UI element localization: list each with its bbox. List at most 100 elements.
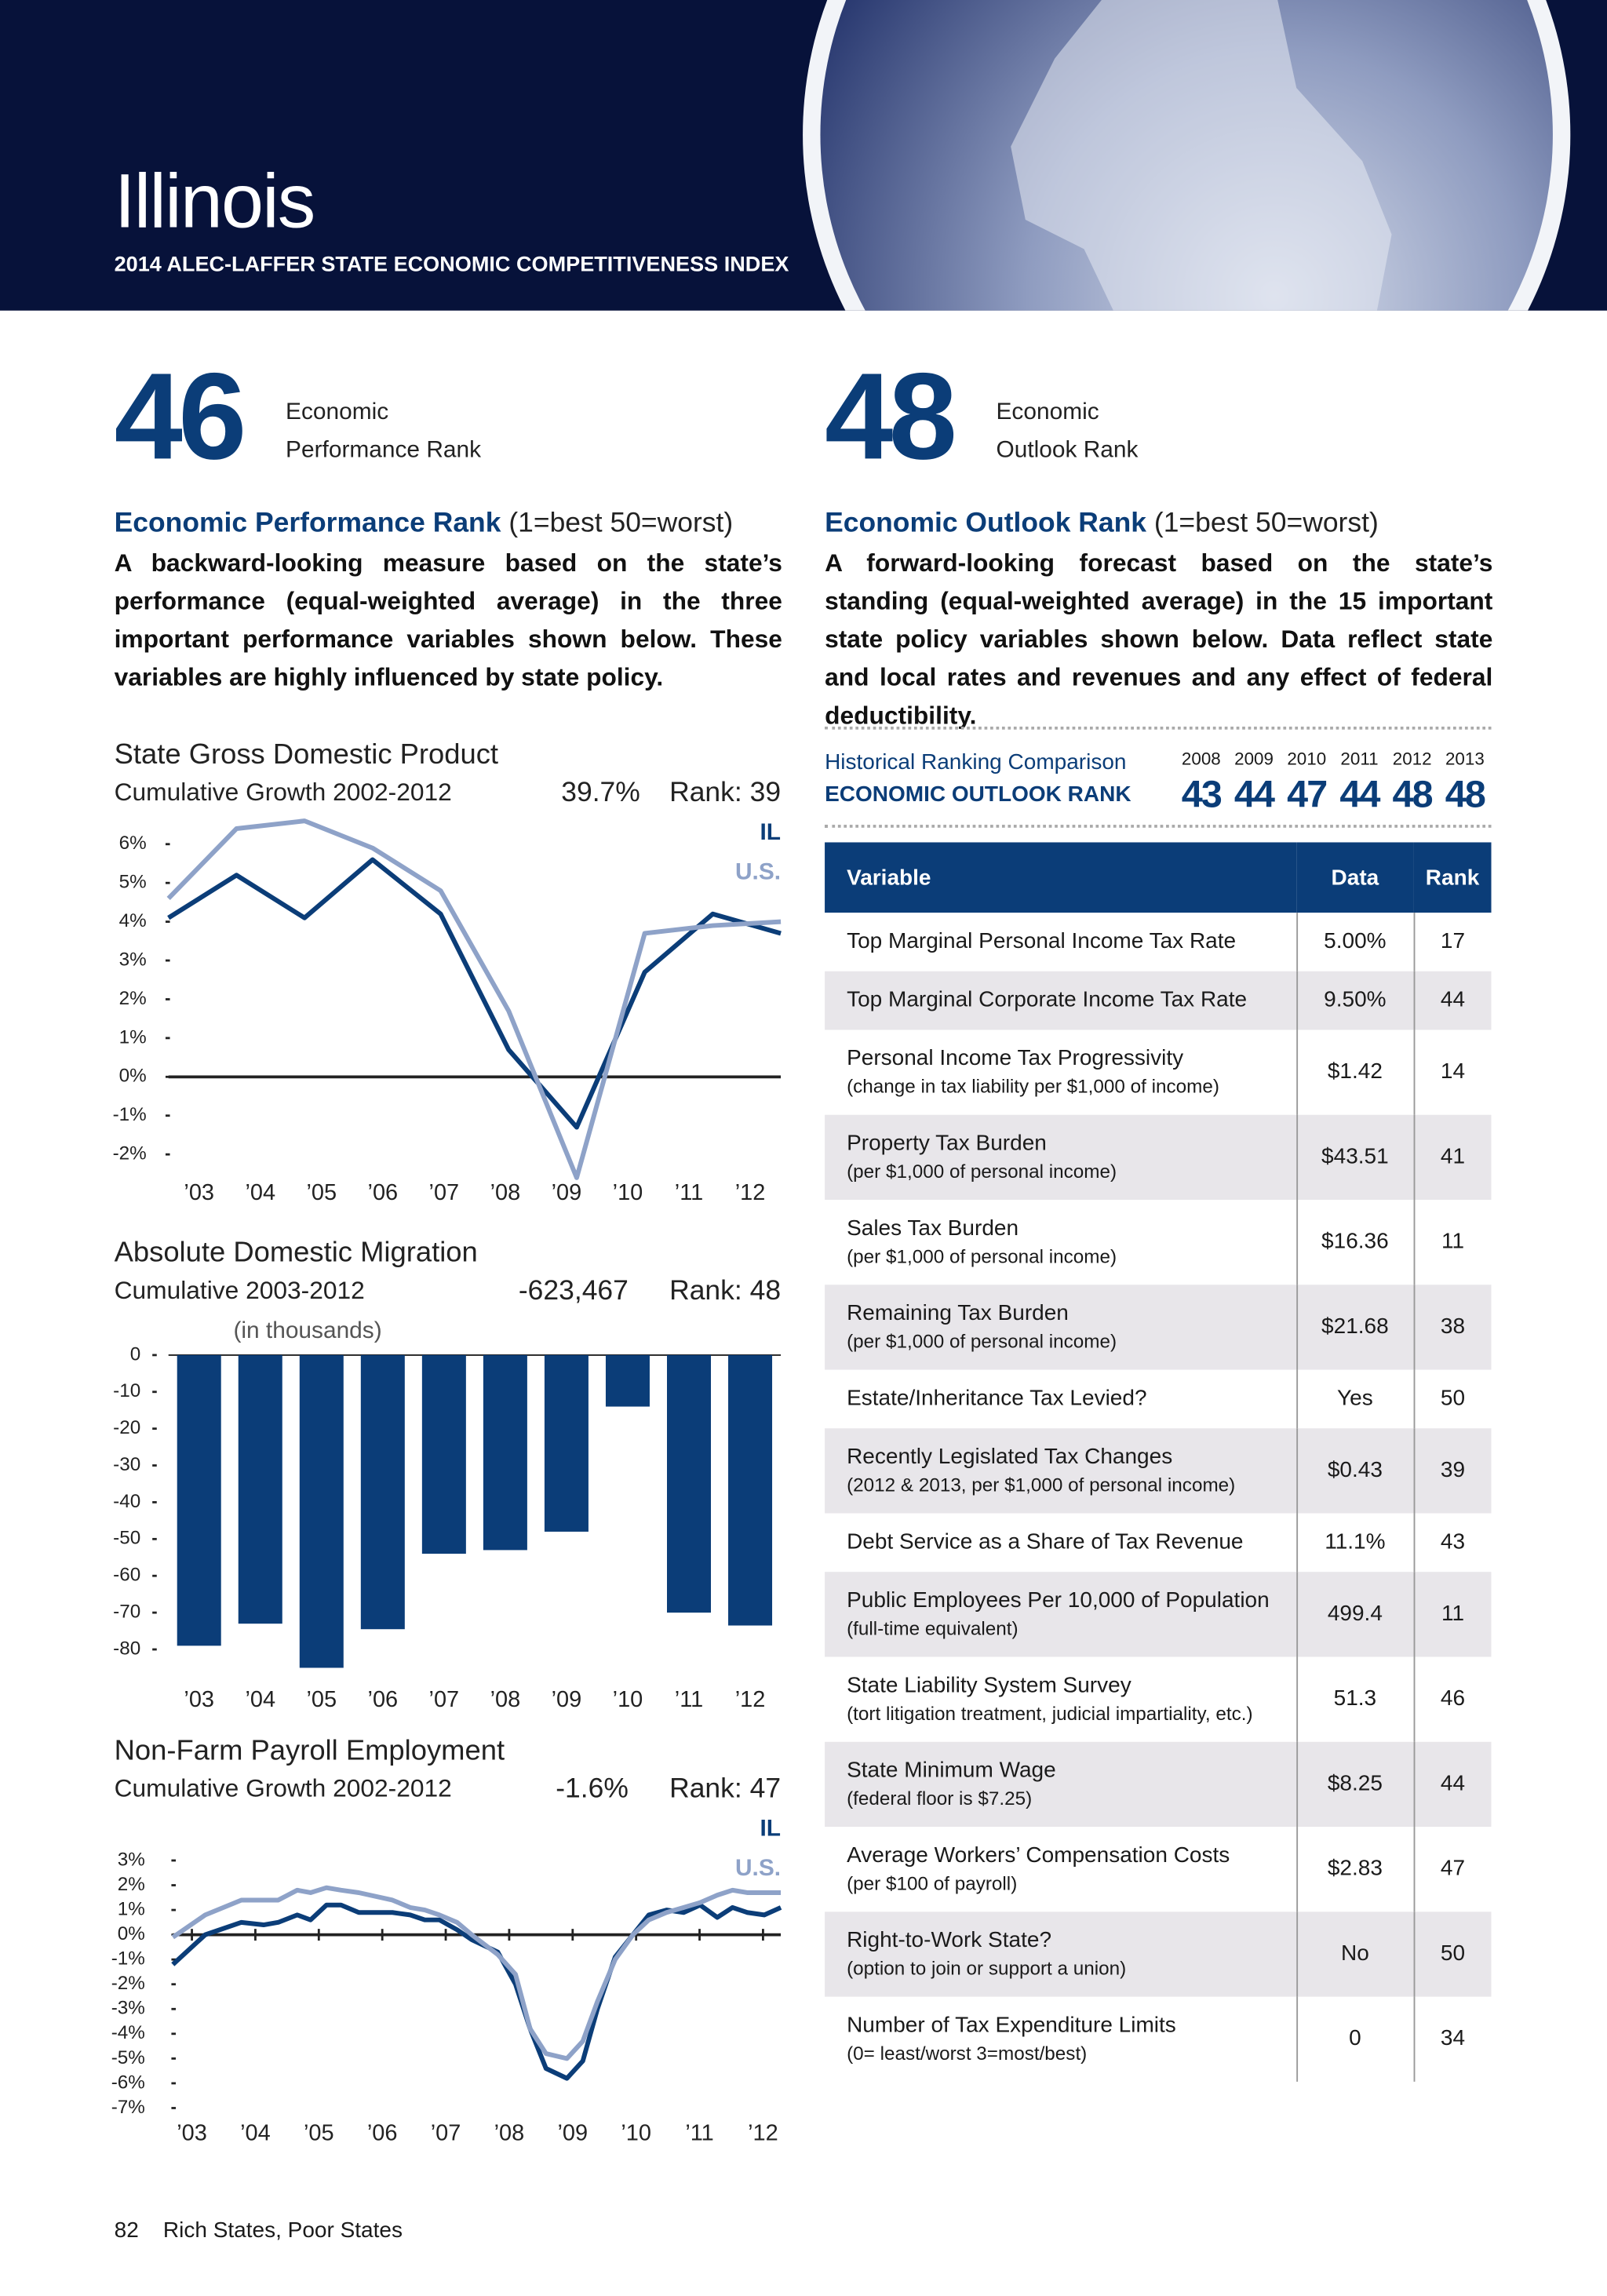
y-tick-label: -7% <box>111 2097 145 2118</box>
description: A forward-looking forecast based on the … <box>825 549 1493 730</box>
data-cell: No <box>1295 1912 1414 1997</box>
variable-note: (per $1,000 of personal income) <box>847 1160 1117 1183</box>
variable-name: Sales Tax Burden <box>847 1215 1019 1241</box>
variable-name: Remaining Tax Burden <box>847 1300 1069 1326</box>
bar <box>421 1354 466 1554</box>
chart-rank: Rank: 48 <box>669 1274 781 1306</box>
table-row: Estate/Inheritance Tax Levied? Yes 50 <box>825 1369 1492 1429</box>
data-cell: 499.4 <box>1295 1572 1414 1657</box>
y-tick-label: -30 <box>113 1454 140 1475</box>
x-tick-label: ’10 <box>613 1687 643 1712</box>
table-row: Personal Income Tax Progressivity (change… <box>825 1030 1492 1115</box>
rank-cell: 46 <box>1412 1656 1492 1742</box>
variable-cell: Number of Tax Expenditure Limits (0= leas… <box>825 1997 1296 2082</box>
x-tick-label: ’10 <box>621 2121 651 2146</box>
chart-subtitle: Cumulative Growth 2002-2012 <box>115 1774 452 1802</box>
y-tick-label: -4% <box>111 2022 145 2043</box>
rank-cell: 14 <box>1412 1030 1492 1115</box>
variable-name: Top Marginal Corporate Income Tax Rate <box>847 987 1248 1013</box>
variable-name: Number of Tax Expenditure Limits <box>847 2013 1176 2038</box>
heading-scale: (1=best 50=worst) <box>508 508 734 540</box>
variable-name: State Minimum Wage <box>847 1758 1056 1784</box>
y-tick-label: -2% <box>111 1973 145 1994</box>
outlook-rank: 48 <box>825 347 957 485</box>
bar <box>728 1354 773 1626</box>
bar <box>177 1354 221 1646</box>
series-line <box>171 1885 782 2061</box>
bar <box>238 1354 282 1624</box>
x-tick-label: ’07 <box>429 1687 460 1712</box>
y-tick-label: 3% <box>119 949 147 970</box>
table-row: Sales Tax Burden (per $1,000 of personal … <box>825 1199 1492 1285</box>
header-art <box>803 0 1571 311</box>
variable-cell: Top Marginal Personal Income Tax Rate <box>825 913 1296 971</box>
table-row: Right-to-Work State? (option to join or s… <box>825 1912 1492 1997</box>
rank-cell: 38 <box>1412 1285 1492 1370</box>
variable-cell: Public Employees Per 10,000 of Populatio… <box>825 1572 1297 1657</box>
table-row: Recently Legislated Tax Changes (2012 & 2… <box>825 1428 1492 1514</box>
table-row: Average Workers’ Compensation Costs (per … <box>825 1827 1492 1912</box>
data-cell: 5.00% <box>1295 913 1414 971</box>
table-row: Remaining Tax Burden (per $1,000 of perso… <box>825 1285 1492 1370</box>
rank-label-line: Economic <box>996 399 1099 425</box>
legend-entry: IL <box>760 819 782 845</box>
x-tick-label: ’05 <box>304 2121 334 2146</box>
chart-title: Non-Farm Payroll Employment <box>115 1733 505 1766</box>
history-rank: 48 <box>1445 771 1486 816</box>
performance-rank: 46 <box>114 347 247 485</box>
variable-name: Right-to-Work State? <box>847 1927 1052 1953</box>
data-cell: Yes <box>1295 1369 1414 1429</box>
variable-name: Debt Service as a Share of Tax Revenue <box>847 1529 1244 1554</box>
y-tick-label: -50 <box>113 1528 140 1549</box>
y-tick-label: 0 <box>130 1343 141 1365</box>
y-tick-label: -40 <box>113 1491 140 1512</box>
variable-note: (federal floor is $7.25) <box>847 1787 1033 1809</box>
x-tick-label: ’05 <box>306 1180 337 1205</box>
y-tick-label: -80 <box>113 1638 140 1659</box>
rank-label: Economic Performance Rank <box>286 394 481 470</box>
variable-cell: Average Workers’ Compensation Costs (per … <box>825 1827 1296 1912</box>
history-year: 2013 <box>1445 748 1485 770</box>
variable-note: (tort litigation treatment, judicial imp… <box>847 1702 1253 1725</box>
legend-entry: U.S. <box>735 859 781 885</box>
variable-name: Average Workers’ Compensation Costs <box>847 1842 1230 1868</box>
rank-label-line: Economic <box>286 399 389 425</box>
rank-label-line: Performance Rank <box>286 438 482 463</box>
data-cell: 9.50% <box>1295 971 1414 1030</box>
y-tick-label: 6% <box>119 833 147 854</box>
y-tick-label: -1% <box>113 1104 147 1125</box>
variable-cell: Remaining Tax Burden (per $1,000 of perso… <box>825 1285 1297 1370</box>
rank-cell: 11 <box>1412 1572 1492 1657</box>
publication: Rich States, Poor States <box>162 2218 403 2243</box>
y-tick-label: 4% <box>119 910 147 931</box>
variable-cell: Recently Legislated Tax Changes (2012 & 2… <box>825 1428 1297 1514</box>
rank-label-line: Outlook Rank <box>996 438 1139 463</box>
data-cell: $16.36 <box>1295 1199 1414 1285</box>
variable-name: Recently Legislated Tax Changes <box>847 1444 1173 1470</box>
x-tick-label: ’11 <box>675 1687 703 1712</box>
chart-subtitle: Cumulative Growth 2002-2012 <box>115 778 452 806</box>
variable-name: State Liability System Survey <box>847 1673 1131 1698</box>
variable-note: (2012 & 2013, per $1,000 of personal inc… <box>847 1474 1236 1496</box>
y-tick-label: -6% <box>111 2072 145 2093</box>
data-cell: $2.83 <box>1295 1827 1414 1912</box>
data-cell: $8.25 <box>1295 1741 1414 1828</box>
history-rank: 47 <box>1287 771 1328 816</box>
y-tick-label: -10 <box>113 1380 140 1401</box>
history-rank: 48 <box>1392 771 1434 816</box>
data-cell: 11.1% <box>1295 1513 1414 1573</box>
title: Illinois <box>114 159 316 245</box>
y-tick-label: 0% <box>119 1066 147 1087</box>
rank-cell: 34 <box>1412 1996 1492 2082</box>
variable-note: (change in tax liability per $1,000 of i… <box>847 1075 1219 1098</box>
table-row: Top Marginal Corporate Income Tax Rate 9.… <box>825 971 1492 1030</box>
x-tick-label: ’10 <box>613 1180 643 1205</box>
bar <box>667 1354 712 1613</box>
x-tick-label: ’08 <box>494 2121 525 2146</box>
rank-cell: 41 <box>1412 1114 1492 1200</box>
y-tick-label: 1% <box>119 1026 147 1048</box>
history-year: 2009 <box>1234 748 1274 770</box>
x-tick-label: ’03 <box>184 1180 214 1205</box>
